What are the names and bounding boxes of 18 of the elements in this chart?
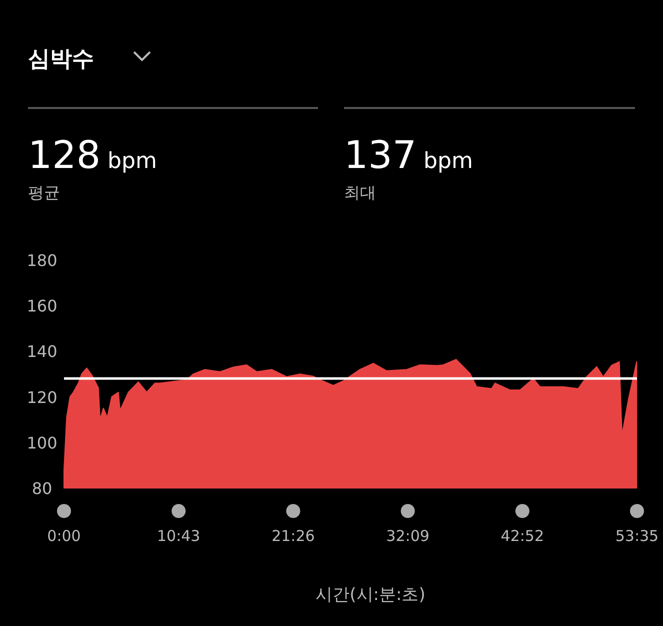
y-tick-label: 180 xyxy=(26,251,58,270)
x-tick-label: 21:26 xyxy=(272,527,315,545)
y-tick-label: 140 xyxy=(26,342,58,362)
x-tick-label: 10:43 xyxy=(156,527,200,545)
y-tick-label: 100 xyxy=(26,433,58,452)
annotation: 137 bpm xyxy=(344,133,473,177)
y-tick-label: 80 xyxy=(32,479,52,498)
y-tick-label: 120 xyxy=(26,388,58,407)
annotation: 최대 xyxy=(344,183,376,202)
x-axis-title: 시간(시:분:초) xyxy=(316,585,426,605)
x-tick-label: 0:00 xyxy=(47,527,81,545)
x-tick-label: 32:09 xyxy=(386,527,430,545)
annotation: 평균 xyxy=(28,183,60,202)
y-tick-label: 160 xyxy=(26,296,58,316)
annotation: 128 bpm xyxy=(28,133,157,177)
x-tick-label: 42:52 xyxy=(500,527,544,545)
x-tick-label: 53:35 xyxy=(615,527,659,545)
title: 심박수 xyxy=(28,47,94,72)
